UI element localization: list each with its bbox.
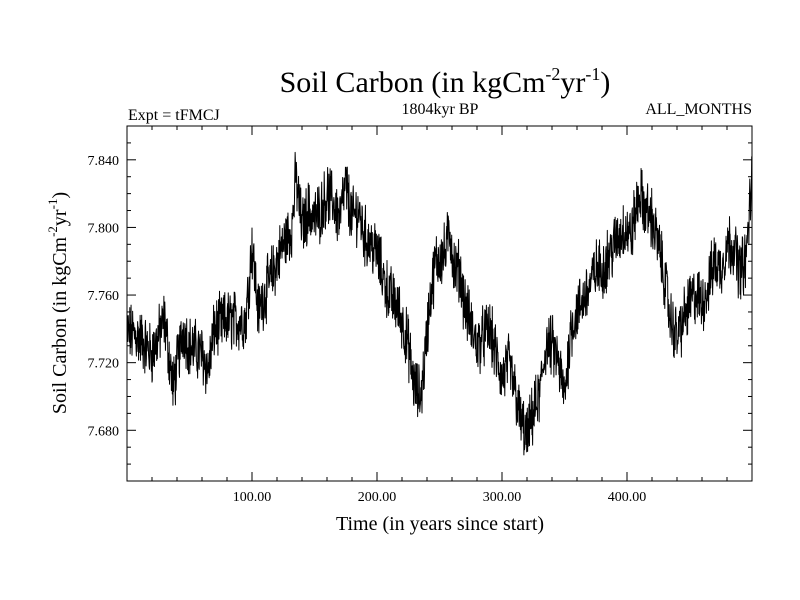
x-tick-label: 300.00 [483,490,522,505]
x-axis-label: Time (in years since start) [336,513,544,535]
y-tick-label: 7.800 [88,221,120,236]
x-tick-label: 100.00 [233,490,272,505]
plot-frame [126,125,753,482]
x-axis-ticks: 100.00 200.00 300.00 400.00 [151,126,728,505]
y-axis-label: Soil Carbon (in kgCm-2yr-1) [45,192,71,414]
x-tick-label: 400.00 [608,490,647,505]
series-line [126,151,753,456]
subtitle-right: ALL_MONTHS [645,101,752,118]
series-group [126,151,753,456]
y-axis-ticks: 7.680 7.720 7.760 7.800 7.840 [88,142,752,465]
y-tick-label: 7.680 [88,424,120,439]
x-tick-label: 200.00 [358,490,397,505]
y-tick-label: 7.840 [88,154,120,169]
y-tick-label: 7.760 [88,289,120,304]
subtitle-left: Expt = tFMCJ [128,107,220,124]
y-tick-label: 7.720 [88,357,120,372]
chart-title: Soil Carbon (in kgCm-2yr-1) [280,64,611,99]
subtitle-center: 1804kyr BP [402,101,479,118]
